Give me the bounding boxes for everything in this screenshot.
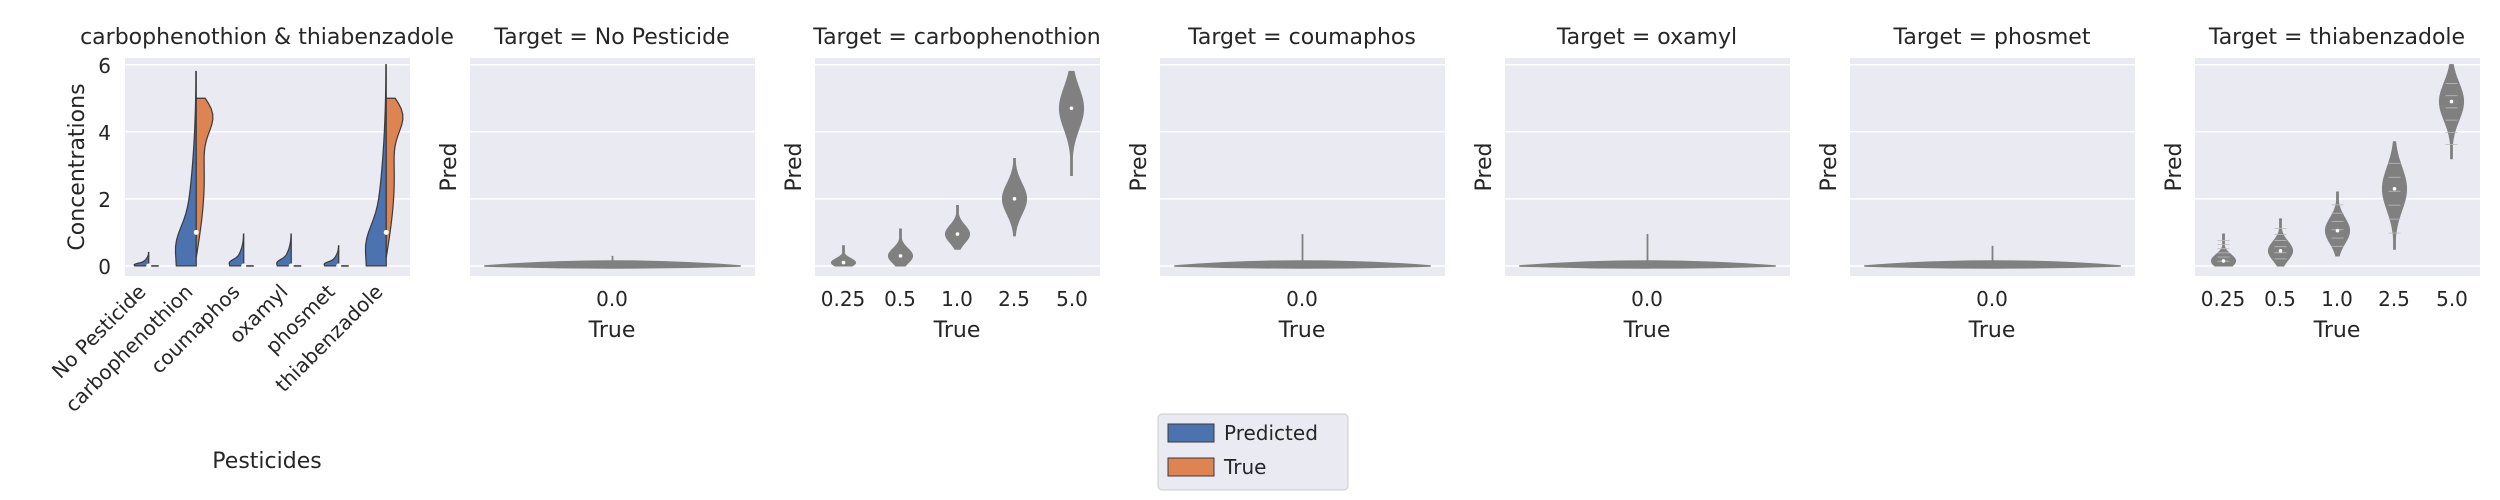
panel-2-title: Target = No Pesticide — [493, 25, 729, 50]
ytick-label-4: 4 — [98, 121, 111, 145]
violin-2.5-median — [1012, 197, 1017, 201]
violin-0.5-median — [2278, 249, 2283, 253]
legend: Predicted True — [1157, 413, 1349, 491]
violin-5.0 — [1058, 70, 1085, 176]
panel-3-gridlines — [815, 63, 1100, 267]
xtick-label-0.25: 0.25 — [2201, 287, 2246, 311]
xtick-label-0.0: 0.0 — [596, 287, 628, 311]
panel-5-title: Target = oxamyl — [1556, 25, 1737, 50]
violin-carbophenothion-true — [195, 97, 214, 258]
xtick-label-1.0: 1.0 — [2321, 287, 2353, 311]
xtick-label-0.0: 0.0 — [1976, 287, 2008, 311]
panel-6-marks — [1864, 245, 2121, 269]
panel-7-marks — [2210, 64, 2465, 267]
panel-6-background — [1850, 58, 2135, 276]
xtick-label-1.0: 1.0 — [941, 287, 973, 311]
violin-0.5-median — [898, 254, 903, 258]
panel-1-gridlines — [125, 63, 410, 267]
violin-2.5-median — [2392, 187, 2397, 191]
panel-6-ylabel: Pred — [1817, 143, 1842, 192]
panel-2-ylabel: Pred — [437, 143, 462, 192]
violin-0.25 — [2210, 233, 2237, 267]
xtick-label-0.0: 0.0 — [1286, 287, 1318, 311]
panel-5-xlabel: True — [1623, 318, 1671, 343]
panel-3-marks — [830, 70, 1085, 267]
violin-no-pesticide-predicted — [133, 251, 150, 267]
violin-phosmet-predicted — [323, 245, 340, 267]
violin-median-coumaphos — [241, 263, 247, 269]
panel-7-title: Target = thiabenzadole — [2208, 25, 2465, 50]
panel-3-ylabel: Pred — [782, 143, 807, 192]
panel-2: Target = No Pesticide Pred True 0.0 — [437, 25, 755, 343]
ytick-label-2: 2 — [98, 188, 111, 212]
panel-6: Target = phosmet Pred True 0.0 — [1817, 25, 2135, 343]
violin-5.0 — [2438, 64, 2465, 160]
panel-2-background — [470, 58, 755, 276]
violin-thiabenzadole-true — [385, 97, 404, 258]
violin-coumaphos-predicted — [228, 233, 245, 267]
violin-0.25 — [830, 245, 857, 267]
violin-1.0-median — [955, 232, 960, 236]
panel-6-xlabel: True — [1968, 318, 2016, 343]
xtick-label-0.5: 0.5 — [884, 287, 916, 311]
violin-median-phosmet — [336, 263, 342, 269]
panel-7-ylabel: Pred — [2162, 143, 2187, 192]
violin-median-oxamyl — [288, 263, 294, 269]
xtick-label-5.0: 5.0 — [2436, 287, 2468, 311]
violin-median-carbophenothion — [193, 229, 199, 235]
panel-4: Target = coumaphos Pred True 0.0 — [1127, 25, 1445, 343]
panel-4-xlabel: True — [1278, 318, 1326, 343]
panel-7-xlabel: True — [2313, 318, 2361, 343]
xtick-label-0.0: 0.0 — [1631, 287, 1663, 311]
panel-1-marks — [133, 64, 404, 269]
panel-3: Target = carbophenothion Pred True 0.25 … — [782, 25, 1101, 343]
violin-median-thiabenzadole — [383, 229, 389, 235]
panel-5-ylabel: Pred — [1472, 143, 1497, 192]
panel-1-background — [125, 58, 410, 276]
panel-1-xlabel: Pesticides — [212, 449, 321, 474]
violin-0.25-median — [2221, 259, 2226, 263]
panel-4-ylabel: Pred — [1127, 143, 1152, 192]
violin-0.5 — [887, 228, 914, 267]
panel-3-title: Target = carbophenothion — [812, 25, 1100, 50]
panel-6-title: Target = phosmet — [1893, 25, 2091, 50]
panel-2-xlabel: True — [588, 318, 636, 343]
violin-1.0 — [2324, 191, 2351, 257]
violin-1.0-median — [2335, 228, 2340, 233]
violin-median-no-pesticide — [146, 263, 152, 269]
panel-7: Target = thiabenzadole Pred True 0.25 0.… — [2162, 25, 2480, 343]
panel-1-title: carbophenothion & thiabenzadole — [80, 25, 454, 50]
violin-5.0-median — [2449, 99, 2454, 104]
legend-swatch-true — [1167, 457, 1215, 477]
ytick-label-6: 6 — [98, 54, 111, 78]
violin-1.0 — [944, 204, 971, 250]
panel-5: Target = oxamyl Pred True 0.0 — [1472, 25, 1790, 343]
violin-2.5 — [2381, 141, 2408, 250]
xtick-label-0.5: 0.5 — [2264, 287, 2296, 311]
violin-0.25-median — [841, 260, 846, 265]
violin-5.0-median — [1069, 106, 1074, 111]
panel-4-marks — [1174, 234, 1431, 269]
violin-0.5 — [2267, 218, 2294, 267]
legend-label-true: True — [1223, 455, 1266, 479]
violin-carbophenothion-predicted — [174, 70, 197, 267]
xtick-label-2.5: 2.5 — [2378, 287, 2410, 311]
xtick-label-2.5: 2.5 — [998, 287, 1030, 311]
violin-oxamyl-predicted — [276, 233, 292, 267]
violin-thiabenzadole-predicted — [364, 64, 387, 267]
xtick-label-0.25: 0.25 — [821, 287, 866, 311]
legend-swatch-predicted — [1167, 423, 1215, 443]
panel-3-xlabel: True — [933, 318, 981, 343]
panel-2-marks — [484, 255, 741, 269]
panel-1: carbophenothion & thiabenzadole Concentr… — [47, 25, 454, 474]
panel-1-ylabel: Concentrations — [65, 83, 90, 250]
xtick-label-5.0: 5.0 — [1056, 287, 1088, 311]
panel-5-marks — [1519, 234, 1776, 269]
legend-label-predicted: Predicted — [1224, 421, 1318, 445]
panel-4-title: Target = coumaphos — [1187, 25, 1416, 50]
ytick-label-0: 0 — [98, 255, 111, 279]
